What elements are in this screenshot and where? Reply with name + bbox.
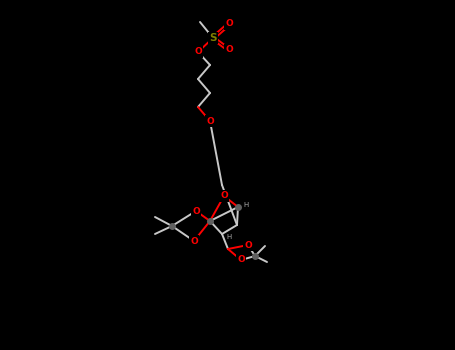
Text: H: H — [226, 234, 231, 240]
Text: O: O — [225, 46, 233, 55]
Text: H: H — [243, 202, 248, 208]
Text: S: S — [209, 33, 217, 43]
Text: O: O — [206, 117, 214, 126]
Text: O: O — [194, 48, 202, 56]
Text: O: O — [237, 256, 245, 265]
Text: O: O — [192, 206, 200, 216]
Text: O: O — [220, 191, 228, 201]
Text: O: O — [244, 240, 252, 250]
Text: O: O — [225, 20, 233, 28]
Text: O: O — [190, 237, 198, 245]
